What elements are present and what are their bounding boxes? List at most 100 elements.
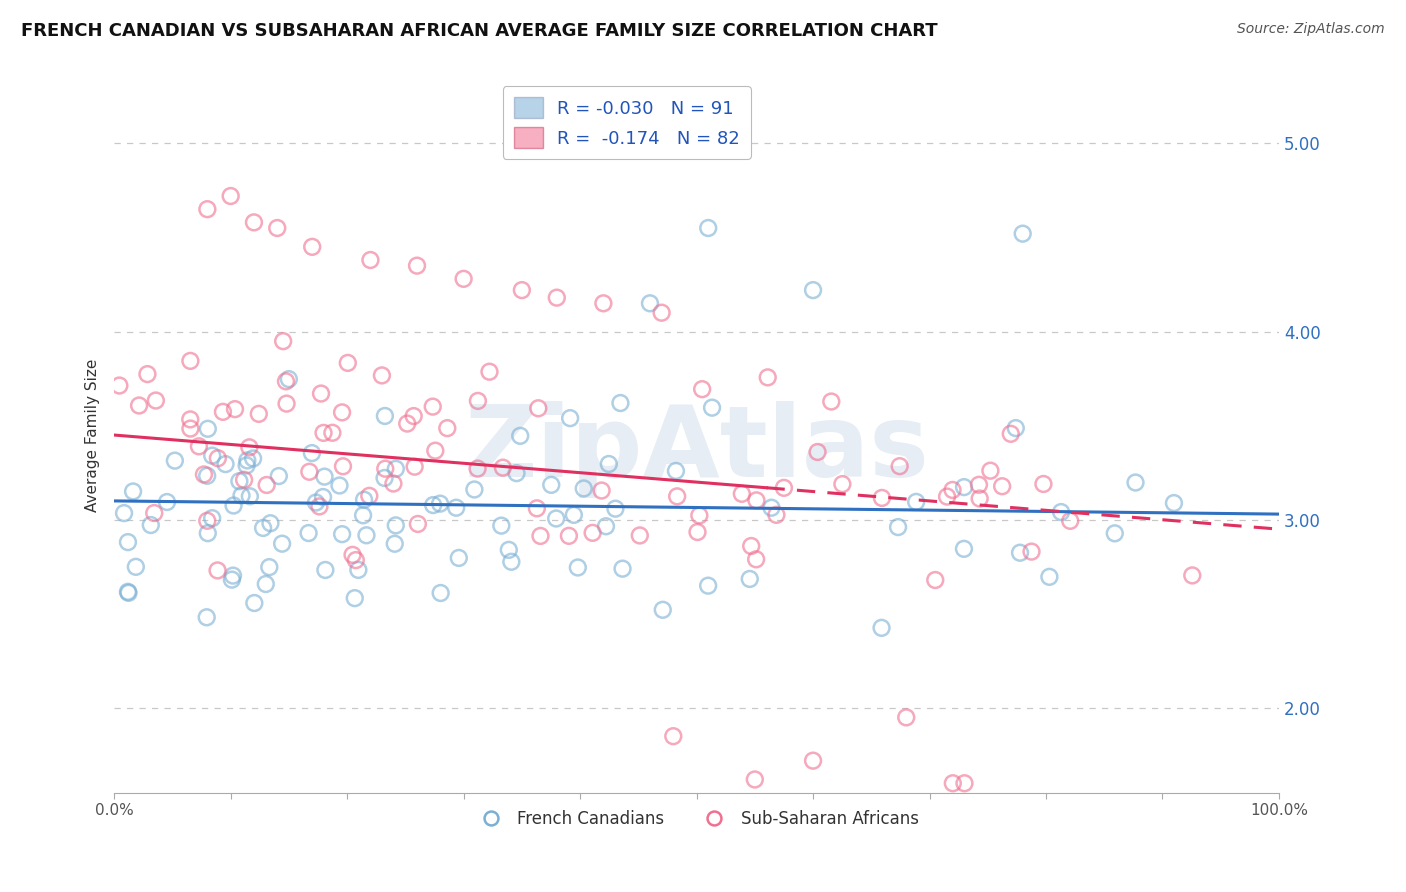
Point	[219, 189, 242, 203]
Point	[312, 490, 335, 504]
Point	[314, 563, 336, 577]
Point	[638, 296, 661, 310]
Point	[356, 528, 378, 542]
Point	[336, 356, 359, 370]
Point	[700, 401, 723, 415]
Point	[252, 521, 274, 535]
Point	[328, 478, 350, 492]
Point	[467, 393, 489, 408]
Point	[896, 710, 918, 724]
Point	[628, 528, 651, 542]
Point	[651, 603, 673, 617]
Point	[195, 514, 218, 528]
Point	[195, 202, 218, 217]
Point	[222, 499, 245, 513]
Point	[1011, 227, 1033, 241]
Point	[936, 490, 959, 504]
Point	[207, 451, 229, 466]
Point	[665, 464, 688, 478]
Point	[1032, 477, 1054, 491]
Point	[662, 729, 685, 743]
Point	[595, 519, 617, 533]
Point	[831, 477, 853, 491]
Point	[801, 754, 824, 768]
Point	[1021, 544, 1043, 558]
Point	[509, 429, 531, 443]
Point	[156, 495, 179, 509]
Point	[436, 421, 458, 435]
Point	[332, 459, 354, 474]
Point	[243, 596, 266, 610]
Point	[887, 520, 910, 534]
Point	[276, 396, 298, 410]
Point	[605, 501, 627, 516]
Point	[330, 527, 353, 541]
Point	[447, 550, 470, 565]
Point	[406, 516, 429, 531]
Point	[801, 283, 824, 297]
Point	[1004, 421, 1026, 435]
Point	[259, 516, 281, 531]
Point	[697, 221, 720, 235]
Point	[128, 399, 150, 413]
Point	[581, 525, 603, 540]
Point	[510, 283, 533, 297]
Text: FRENCH CANADIAN VS SUBSAHARAN AFRICAN AVERAGE FAMILY SIZE CORRELATION CHART: FRENCH CANADIAN VS SUBSAHARAN AFRICAN AV…	[21, 22, 938, 40]
Text: Source: ZipAtlas.com: Source: ZipAtlas.com	[1237, 22, 1385, 37]
Point	[505, 466, 527, 480]
Point	[201, 449, 224, 463]
Point	[117, 586, 139, 600]
Point	[905, 495, 928, 509]
Point	[352, 508, 374, 523]
Point	[396, 417, 419, 431]
Point	[492, 460, 515, 475]
Point	[745, 493, 768, 508]
Point	[491, 518, 513, 533]
Point	[540, 478, 562, 492]
Point	[374, 409, 396, 423]
Point	[193, 467, 215, 482]
Point	[374, 461, 396, 475]
Point	[467, 461, 489, 475]
Point	[117, 535, 139, 549]
Point	[297, 526, 319, 541]
Point	[1038, 570, 1060, 584]
Point	[560, 411, 582, 425]
Point	[197, 526, 219, 541]
Point	[402, 409, 425, 423]
Point	[179, 421, 201, 435]
Point	[259, 560, 281, 574]
Point	[112, 506, 135, 520]
Point	[1104, 526, 1126, 541]
Point	[125, 559, 148, 574]
Point	[592, 296, 614, 310]
Point	[690, 382, 713, 396]
Point	[422, 498, 444, 512]
Point	[212, 405, 235, 419]
Point	[374, 471, 396, 485]
Point	[941, 483, 963, 497]
Point	[527, 401, 550, 416]
Point	[806, 445, 828, 459]
Point	[598, 457, 620, 471]
Point	[207, 563, 229, 577]
Point	[197, 422, 219, 436]
Point	[889, 459, 911, 474]
Point	[572, 482, 595, 496]
Point	[122, 484, 145, 499]
Point	[1050, 505, 1073, 519]
Point	[688, 508, 710, 523]
Point	[422, 400, 444, 414]
Point	[221, 573, 243, 587]
Point	[463, 483, 485, 497]
Point	[609, 396, 631, 410]
Point	[371, 368, 394, 383]
Point	[321, 425, 343, 440]
Point	[425, 443, 447, 458]
Y-axis label: Average Family Size: Average Family Size	[86, 359, 100, 512]
Point	[1008, 546, 1031, 560]
Point	[238, 441, 260, 455]
Point	[195, 468, 218, 483]
Point	[309, 386, 332, 401]
Point	[404, 459, 426, 474]
